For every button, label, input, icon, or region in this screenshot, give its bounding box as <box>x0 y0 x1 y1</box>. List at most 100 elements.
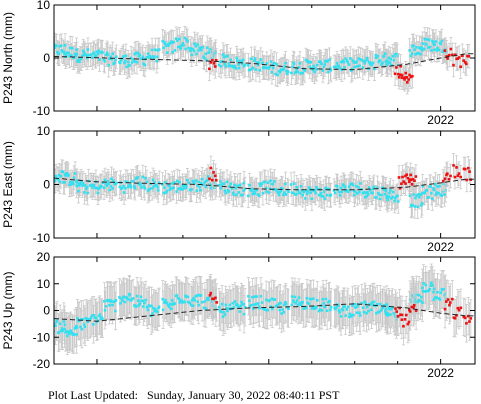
data-point-cyan <box>306 190 310 193</box>
data-point-cyan <box>120 186 124 190</box>
data-point-cyan <box>409 54 413 58</box>
data-point-cyan <box>226 54 229 58</box>
data-point-cyan <box>70 180 74 184</box>
data-point-cyan <box>73 172 77 175</box>
data-point-cyan <box>221 53 225 56</box>
data-point-cyan <box>161 183 164 186</box>
data-point-cyan <box>92 184 96 187</box>
data-point-cyan <box>81 318 85 321</box>
data-point-cyan <box>264 66 268 70</box>
data-point-cyan <box>387 56 391 60</box>
data-point-cyan <box>74 54 78 58</box>
data-point-cyan <box>310 197 314 201</box>
data-point-cyan <box>168 184 171 188</box>
data-point-cyan <box>72 56 76 60</box>
data-point-cyan <box>436 185 439 188</box>
data-point-cyan <box>276 73 279 77</box>
data-point-red <box>401 175 404 179</box>
data-point-cyan <box>178 45 182 48</box>
data-point-cyan <box>64 174 68 177</box>
data-point-cyan <box>191 304 195 308</box>
data-point-cyan <box>431 41 435 44</box>
data-point-cyan <box>363 195 367 199</box>
data-point-cyan <box>177 297 181 301</box>
data-point-cyan <box>113 61 116 65</box>
data-point-cyan <box>68 183 71 187</box>
data-point-cyan <box>390 197 393 200</box>
data-point-cyan <box>97 187 100 191</box>
data-point-cyan <box>226 309 229 313</box>
data-point-cyan <box>367 60 371 64</box>
data-point-cyan <box>347 185 351 188</box>
data-point-cyan <box>372 185 376 189</box>
data-point-cyan <box>72 182 75 185</box>
data-point-cyan <box>231 301 235 305</box>
data-point-cyan <box>396 200 400 203</box>
data-point-cyan <box>253 59 256 63</box>
points-cyan <box>54 36 448 77</box>
data-point-cyan <box>352 61 356 64</box>
data-point-cyan <box>224 64 228 68</box>
data-point-cyan <box>334 65 337 69</box>
data-point-cyan <box>57 331 61 334</box>
data-point-cyan <box>309 297 313 301</box>
data-point-cyan <box>267 67 271 70</box>
data-point-cyan <box>186 300 190 304</box>
data-point-cyan <box>385 194 389 198</box>
data-point-cyan <box>376 54 380 58</box>
data-point-cyan <box>191 48 195 51</box>
data-point-cyan <box>104 305 108 308</box>
data-point-cyan <box>164 181 167 184</box>
data-point-cyan <box>327 187 331 191</box>
data-point-cyan <box>126 60 130 64</box>
data-point-cyan <box>199 46 202 49</box>
data-point-cyan <box>434 40 438 43</box>
data-point-cyan <box>55 44 58 48</box>
data-point-cyan <box>251 192 255 196</box>
data-point-red <box>411 74 414 78</box>
data-point-red <box>397 75 401 79</box>
data-point-red <box>414 175 418 178</box>
data-point-cyan <box>227 190 231 193</box>
data-point-cyan <box>222 182 226 186</box>
data-point-cyan <box>139 183 142 186</box>
data-point-red <box>461 54 464 58</box>
data-point-cyan <box>433 183 437 186</box>
data-point-cyan <box>357 57 360 60</box>
data-point-cyan <box>201 45 204 49</box>
data-point-cyan <box>382 54 386 58</box>
data-point-cyan <box>134 305 138 308</box>
data-point-cyan <box>60 327 64 330</box>
data-point-cyan <box>382 188 386 191</box>
data-point-cyan <box>440 39 444 43</box>
data-point-red <box>446 57 449 60</box>
data-point-cyan <box>68 54 71 58</box>
data-point-cyan <box>103 178 107 182</box>
data-point-cyan <box>206 175 210 178</box>
data-point-cyan <box>353 65 356 69</box>
data-point-cyan <box>279 189 283 193</box>
data-point-red <box>413 179 416 182</box>
data-point-cyan <box>298 62 302 65</box>
data-point-cyan <box>249 303 253 307</box>
data-point-cyan <box>87 53 90 57</box>
data-point-cyan <box>260 182 264 185</box>
data-point-cyan <box>281 308 285 311</box>
data-point-cyan <box>66 51 69 54</box>
data-point-cyan <box>163 42 167 46</box>
data-point-red <box>209 166 213 170</box>
data-point-cyan <box>225 306 229 310</box>
data-point-cyan <box>168 41 172 45</box>
data-point-cyan <box>104 182 108 186</box>
data-point-cyan <box>433 43 436 46</box>
data-point-red <box>402 76 405 80</box>
data-point-cyan <box>151 55 155 58</box>
data-point-cyan <box>157 48 161 51</box>
data-point-cyan <box>237 191 241 194</box>
data-point-cyan <box>242 189 245 192</box>
x-tick-label: 2022 <box>427 113 454 127</box>
data-point-cyan <box>222 311 225 314</box>
data-point-cyan <box>345 189 348 192</box>
data-point-cyan <box>342 60 346 64</box>
